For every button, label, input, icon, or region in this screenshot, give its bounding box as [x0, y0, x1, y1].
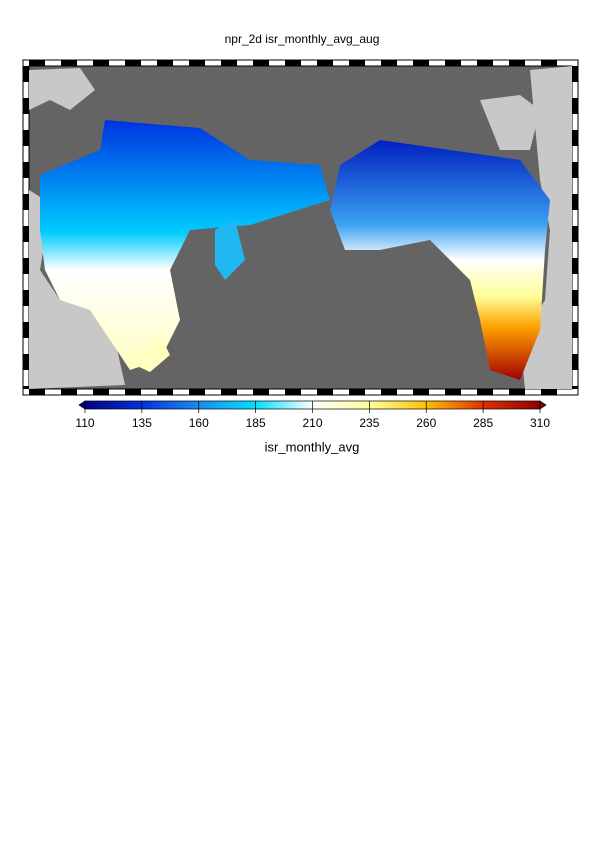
frame-tick — [445, 60, 461, 66]
colorbar-tick-label: 235 — [359, 416, 379, 430]
colorbar-segment — [369, 401, 427, 409]
frame-tick — [23, 290, 29, 306]
frame-tick — [509, 60, 525, 66]
frame-tick — [572, 322, 578, 338]
frame-tick — [572, 290, 578, 306]
colorbar-tick-label: 110 — [75, 416, 94, 430]
frame-tick — [29, 389, 45, 395]
frame-tick — [445, 389, 461, 395]
frame-tick — [253, 389, 269, 395]
frame-tick — [541, 389, 557, 395]
frame-tick — [541, 60, 557, 66]
frame-tick — [572, 354, 578, 370]
colorbar-tick-label: 260 — [416, 416, 436, 430]
colorbar-segment — [483, 401, 541, 409]
colorbar-segment — [426, 401, 484, 409]
frame-tick — [61, 60, 77, 66]
frame-tick — [349, 389, 365, 395]
frame-tick — [477, 389, 493, 395]
frame-tick — [381, 60, 397, 66]
frame-tick — [23, 162, 29, 178]
colorbar-tick-label: 185 — [246, 416, 266, 430]
frame-tick — [23, 98, 29, 114]
map-title: npr_2d isr_monthly_avg_aug — [225, 32, 380, 46]
colorbar-end — [539, 400, 547, 410]
colorbar-tick-label: 135 — [132, 416, 152, 430]
frame-tick — [572, 130, 578, 146]
frame-tick — [572, 66, 578, 82]
frame-tick — [23, 226, 29, 242]
frame-tick — [93, 60, 109, 66]
frame-tick — [23, 194, 29, 210]
frame-tick — [23, 322, 29, 338]
frame-tick — [189, 60, 205, 66]
frame-tick — [572, 386, 578, 389]
frame-tick — [93, 389, 109, 395]
frame-tick — [157, 60, 173, 66]
frame-tick — [189, 389, 205, 395]
colorbar-segment — [198, 401, 257, 409]
frame-tick — [285, 389, 301, 395]
frame-tick — [285, 60, 301, 66]
colorbar-segment — [85, 401, 143, 409]
frame-tick — [381, 389, 397, 395]
colorbar-tick-label: 310 — [530, 416, 550, 430]
frame-tick — [572, 162, 578, 178]
colorbar-label: isr_monthly_avg — [265, 439, 360, 454]
colorbar-tick-label: 210 — [302, 416, 322, 430]
frame-tick — [413, 60, 429, 66]
frame-tick — [157, 389, 173, 395]
colorbar-segment — [141, 401, 200, 409]
colorbar-tick-label: 160 — [189, 416, 209, 430]
frame-tick — [509, 389, 525, 395]
frame-tick — [61, 389, 77, 395]
frame-tick — [572, 226, 578, 242]
frame-tick — [221, 389, 237, 395]
frame-tick — [23, 354, 29, 370]
colorbar-segment — [312, 401, 370, 409]
frame-tick — [572, 194, 578, 210]
frame-tick — [29, 60, 45, 66]
frame-tick — [317, 389, 333, 395]
frame-tick — [125, 60, 141, 66]
frame-tick — [23, 258, 29, 274]
frame-tick — [477, 60, 493, 66]
frame-tick — [572, 98, 578, 114]
frame-tick — [23, 130, 29, 146]
frame-tick — [23, 386, 29, 389]
frame-tick — [125, 389, 141, 395]
frame-tick — [572, 258, 578, 274]
frame-tick — [349, 60, 365, 66]
colorbar-tick-label: 285 — [473, 416, 493, 430]
frame-tick — [413, 389, 429, 395]
colorbar-segment — [255, 401, 313, 409]
colorbar-end — [78, 400, 86, 410]
colorbar: 110 135 160 185 210 235 260 285 310 — [75, 400, 550, 430]
frame-tick — [23, 66, 29, 82]
frame-tick — [253, 60, 269, 66]
land — [29, 66, 572, 389]
data-field — [40, 120, 550, 380]
frame-tick — [221, 60, 237, 66]
frame-tick — [317, 60, 333, 66]
